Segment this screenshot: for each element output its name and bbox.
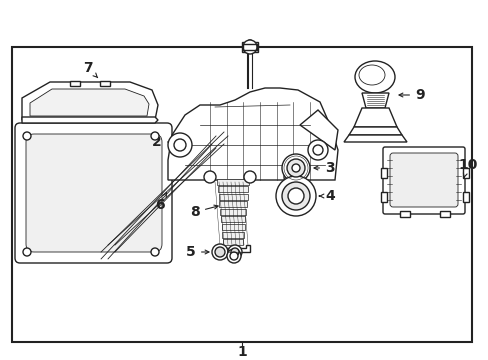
Text: 3: 3 (313, 161, 334, 175)
Text: 2: 2 (152, 135, 178, 149)
Polygon shape (348, 127, 401, 135)
Circle shape (244, 171, 256, 183)
Polygon shape (30, 89, 149, 116)
Bar (380, 168, 386, 178)
Circle shape (291, 164, 299, 172)
Ellipse shape (358, 65, 384, 85)
Circle shape (282, 154, 309, 182)
Bar (100, 81, 110, 86)
Polygon shape (22, 117, 158, 123)
Circle shape (312, 145, 323, 155)
Polygon shape (343, 135, 406, 142)
Text: 8: 8 (190, 205, 218, 219)
Circle shape (284, 171, 295, 183)
Circle shape (286, 159, 305, 177)
Polygon shape (353, 108, 396, 127)
FancyBboxPatch shape (389, 153, 457, 207)
Text: 6: 6 (155, 193, 166, 212)
Circle shape (282, 182, 309, 210)
Circle shape (229, 252, 238, 260)
Polygon shape (218, 245, 249, 252)
FancyBboxPatch shape (382, 147, 464, 214)
Circle shape (287, 188, 304, 204)
Bar (217, 179, 248, 185)
Bar (462, 192, 468, 202)
Polygon shape (361, 93, 388, 108)
Text: 10: 10 (457, 158, 476, 177)
Bar (220, 209, 245, 215)
Bar (399, 211, 409, 217)
Circle shape (226, 249, 241, 263)
Circle shape (307, 140, 327, 160)
Circle shape (168, 133, 192, 157)
FancyBboxPatch shape (15, 123, 172, 263)
Polygon shape (242, 42, 258, 52)
Bar (380, 192, 386, 202)
Circle shape (151, 248, 159, 256)
Text: 5: 5 (186, 245, 208, 259)
Circle shape (215, 247, 224, 257)
Bar (70, 81, 80, 86)
Text: 1: 1 (237, 345, 246, 359)
Circle shape (23, 248, 31, 256)
Bar (218, 194, 247, 200)
Bar (217, 186, 248, 193)
Text: 7: 7 (83, 61, 98, 78)
Bar (223, 239, 243, 245)
Circle shape (174, 139, 185, 151)
Bar (462, 168, 468, 178)
Circle shape (230, 248, 239, 256)
Circle shape (212, 244, 227, 260)
Text: 9: 9 (398, 88, 424, 102)
Polygon shape (22, 82, 158, 120)
Bar (439, 211, 449, 217)
Polygon shape (168, 88, 337, 180)
Text: 4: 4 (319, 189, 334, 203)
Bar (12, 47, 471, 342)
Bar (219, 202, 246, 207)
Ellipse shape (354, 61, 394, 93)
Circle shape (243, 40, 257, 54)
Circle shape (275, 176, 315, 216)
Circle shape (227, 245, 242, 259)
Circle shape (151, 132, 159, 140)
Polygon shape (299, 110, 337, 150)
Bar (221, 224, 244, 230)
Circle shape (203, 171, 216, 183)
Bar (220, 216, 245, 222)
FancyBboxPatch shape (26, 134, 162, 252)
Bar (222, 231, 243, 238)
Circle shape (23, 132, 31, 140)
